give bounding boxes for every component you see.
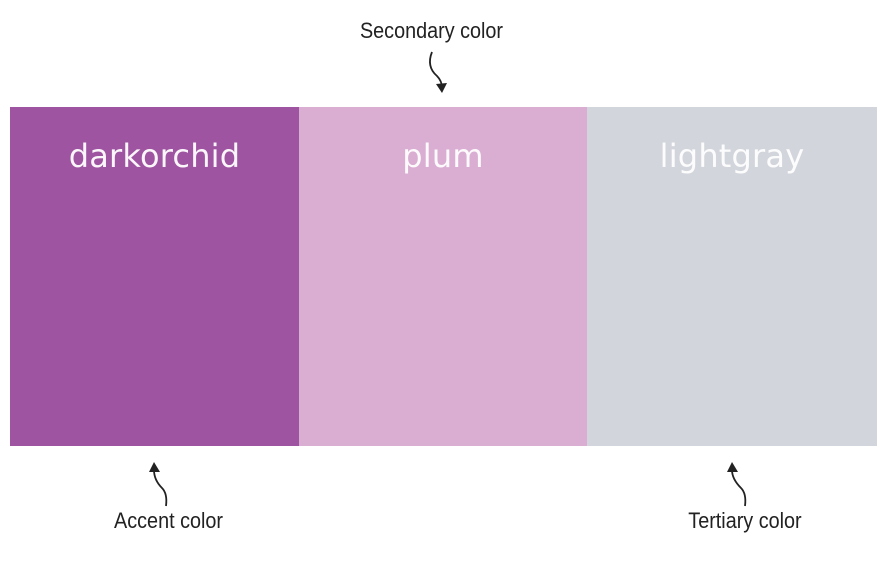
accent-arrow-icon	[149, 462, 168, 507]
swatch-darkorchid: darkorchid	[10, 107, 299, 446]
tertiary-color-label: Tertiary color	[688, 508, 802, 533]
swatch-plum: plum	[299, 107, 587, 446]
secondary-color-label: Secondary color	[359, 18, 504, 43]
swatch-lightgray: lightgray	[587, 107, 877, 446]
tertiary-arrow-icon	[727, 462, 747, 507]
swatch-label-darkorchid: darkorchid	[68, 137, 241, 175]
swatch-label-lightgray: lightgray	[659, 137, 805, 175]
swatch-label-plum: plum	[402, 137, 484, 175]
accent-color-label: Accent color	[114, 508, 224, 533]
secondary-arrow-icon	[429, 51, 447, 93]
color-palette: darkorchid plum lightgray	[10, 107, 877, 446]
